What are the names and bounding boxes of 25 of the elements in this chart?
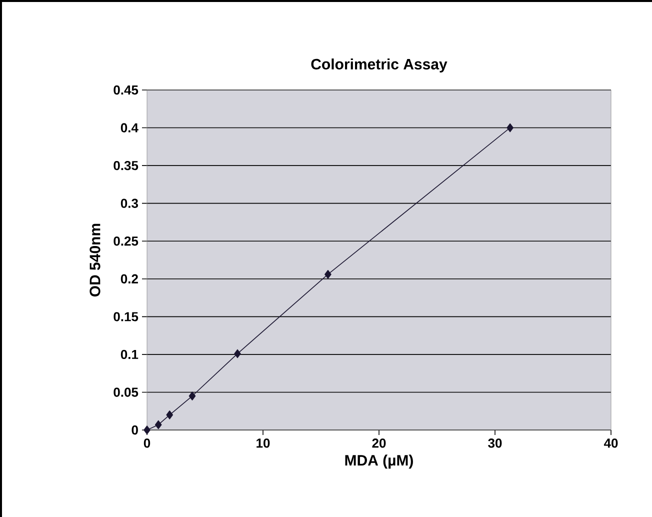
x-tick-label: 30 [488, 438, 502, 448]
point [324, 270, 332, 279]
point [234, 349, 241, 358]
point [144, 426, 150, 434]
point [188, 392, 196, 400]
point [154, 420, 162, 430]
y-tick-label: 0.2 [120, 274, 138, 284]
y-tick-label: 0.05 [114, 388, 138, 397]
y-tick-label: 0.35 [114, 160, 138, 170]
y-tick-label: 0.45 [114, 85, 138, 95]
x-tick-label: 0 [144, 438, 150, 448]
y-tick-label: 0 [132, 425, 138, 435]
point [506, 123, 514, 132]
y-tick-label: 0.25 [114, 236, 138, 246]
y-axis-title: OD 540nm [90, 224, 100, 296]
x-tick-label: 40 [604, 438, 618, 448]
point [166, 410, 174, 420]
chart-title: Colorimetric Assay [311, 58, 448, 72]
x-axis-title: MDA (µM) [345, 454, 413, 469]
y-tick-label: 0.3 [120, 198, 138, 208]
x-tick-label: 20 [372, 438, 386, 448]
x-tick-label: 10 [256, 438, 270, 448]
y-tick-label: 0.1 [120, 350, 138, 360]
y-tick-label: 0.15 [114, 312, 138, 322]
y-tick-label: 0.4 [120, 123, 138, 132]
